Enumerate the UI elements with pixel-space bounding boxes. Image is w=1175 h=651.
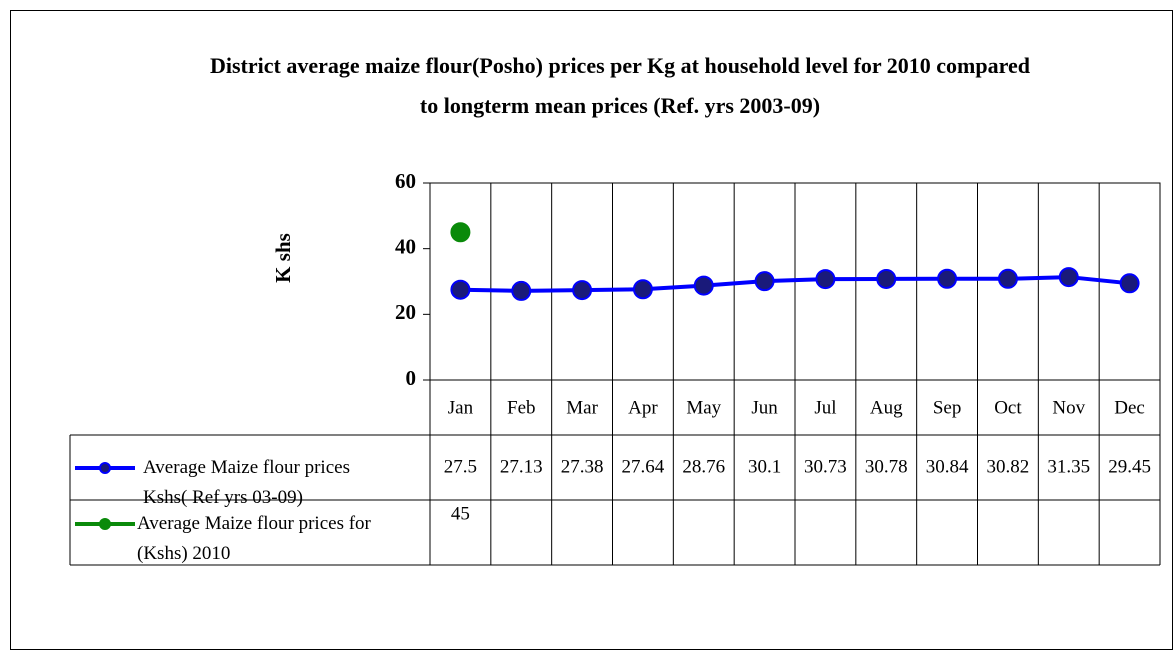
data-point	[997, 268, 1018, 289]
table-value: 31.35	[1047, 456, 1090, 477]
table-value: 30.73	[804, 456, 847, 477]
data-point	[815, 269, 836, 290]
data-point	[572, 280, 593, 301]
x-tick-label: Dec	[1114, 397, 1145, 418]
data-point	[450, 222, 471, 243]
chart-title: to longterm mean prices (Ref. yrs 2003-0…	[420, 93, 820, 118]
x-tick-label: May	[686, 397, 721, 418]
legend-label: Average Maize flour prices for (Kshs) 20…	[137, 513, 371, 564]
legend-box: Average Maize flour prices for (Kshs) 20…	[137, 513, 371, 564]
series-line	[460, 275, 1130, 293]
x-tick-label: Jul	[814, 397, 836, 418]
table-value: 28.76	[682, 456, 725, 477]
x-tick-label: Apr	[628, 397, 658, 418]
data-point	[1119, 273, 1140, 294]
table-value: 29.45	[1108, 456, 1151, 477]
table-value: 30.84	[926, 456, 969, 477]
chart-title: District average maize flour(Posho) pric…	[210, 53, 1030, 78]
x-tick-label: Feb	[507, 397, 536, 418]
x-tick-label: Jun	[751, 397, 778, 418]
legend-box: Average Maize flour prices Kshs( Ref yrs…	[143, 457, 350, 508]
legend-marker	[99, 462, 111, 474]
table-value: 27.5	[444, 456, 477, 477]
x-tick-label: Nov	[1052, 397, 1085, 418]
y-tick-label: 60	[395, 169, 416, 193]
data-point	[1058, 267, 1079, 288]
table-value: 27.64	[622, 456, 665, 477]
data-point	[754, 271, 775, 292]
table-value: 27.38	[561, 456, 604, 477]
x-tick-label: Mar	[566, 397, 598, 418]
y-tick-label: 20	[395, 300, 416, 324]
table-value: 30.1	[748, 456, 781, 477]
table-value: 30.82	[987, 456, 1030, 477]
legend-label: Average Maize flour prices Kshs( Ref yrs…	[143, 457, 350, 508]
data-point	[511, 280, 532, 301]
table-value: 27.13	[500, 456, 543, 477]
x-tick-label: Sep	[933, 397, 962, 418]
data-point	[937, 268, 958, 289]
x-tick-label: Jan	[448, 397, 474, 418]
x-tick-label: Oct	[994, 397, 1022, 418]
data-point	[632, 279, 653, 300]
x-tick-label: Aug	[870, 397, 903, 418]
legend-marker	[99, 518, 111, 530]
data-point	[693, 275, 714, 296]
table-value: 30.78	[865, 456, 908, 477]
y-tick-label: 0	[406, 366, 417, 390]
chart-frame	[10, 10, 1173, 650]
data-point	[876, 268, 897, 289]
y-tick-label: 40	[395, 234, 416, 258]
table-value: 45	[451, 503, 470, 524]
y-axis-label: K shs	[271, 233, 295, 283]
data-point	[450, 279, 471, 300]
